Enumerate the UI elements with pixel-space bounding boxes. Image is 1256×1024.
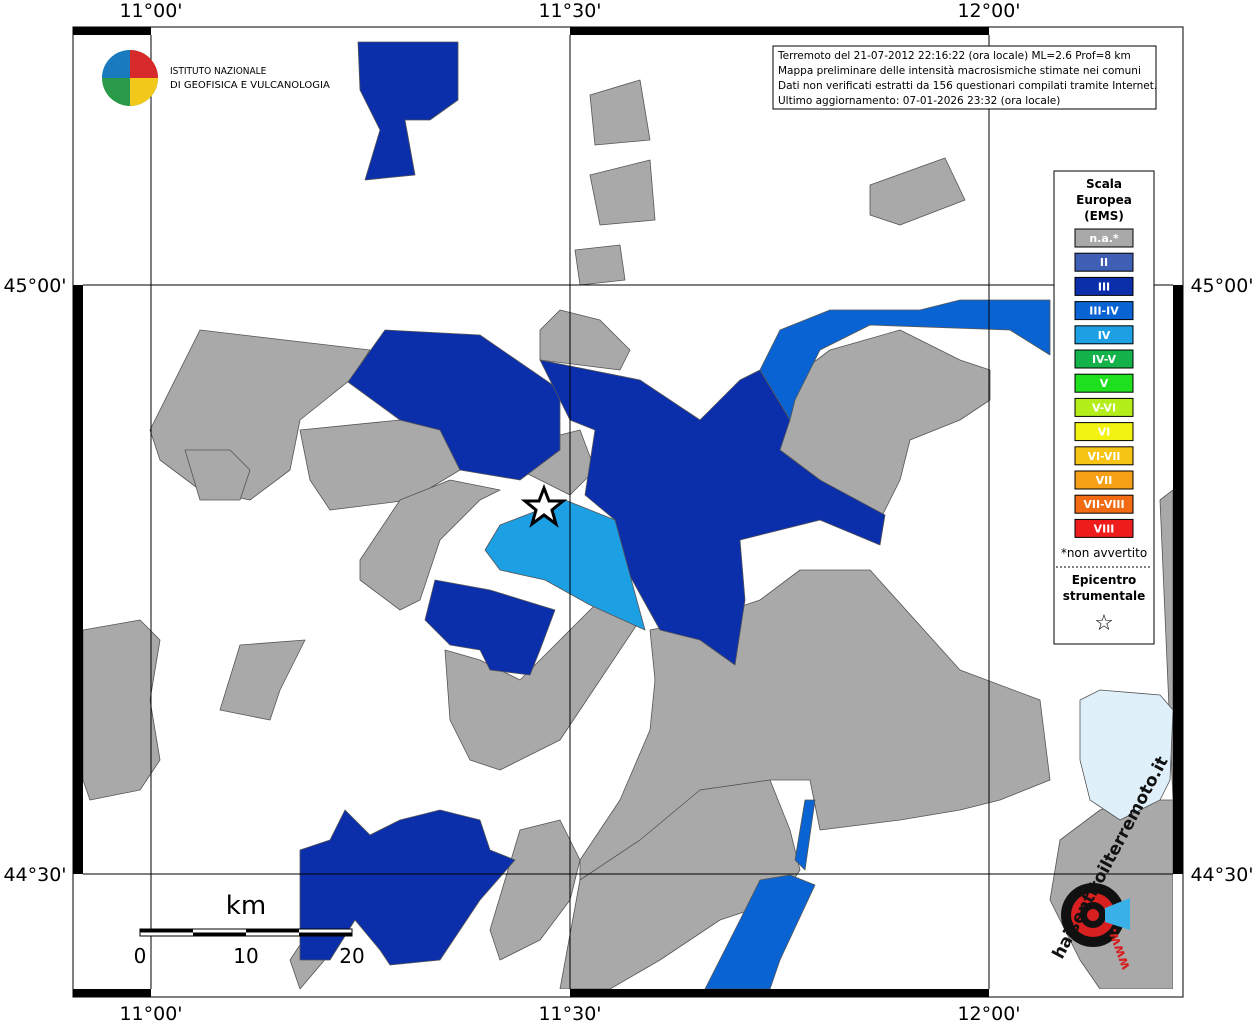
legend-swatch (1074, 518, 1134, 538)
legend-label: IV (1098, 329, 1111, 342)
legend-epicenter: Epicentro (1072, 573, 1137, 587)
lon-label: 12°00' (957, 1003, 1020, 1024)
legend-note: *non avvertito (1061, 546, 1147, 560)
info-line: Dati non verificati estratti da 156 ques… (778, 80, 1157, 92)
legend-swatch (1074, 301, 1134, 321)
logo-text: ISTITUTO NAZIONALE (170, 66, 267, 77)
info-line: Terremoto del 21-07-2012 22:16:22 (ora l… (777, 50, 1131, 62)
legend-label: n.a.* (1089, 232, 1119, 245)
legend-epicenter: strumentale (1063, 589, 1146, 603)
legend-swatch (1074, 373, 1134, 393)
scale-bar: km 0 10 20 (134, 891, 365, 968)
frame-ticks (73, 27, 1183, 997)
legend-swatch (1074, 325, 1134, 345)
legend-label: VIII (1094, 522, 1115, 535)
lon-label: 11°30' (538, 1003, 601, 1024)
legend-label: III-IV (1089, 305, 1119, 318)
lat-label: 45°00' (3, 275, 66, 297)
legend-swatch (1074, 276, 1134, 296)
legend-label: V (1100, 377, 1109, 390)
legend-label: VII-VIII (1083, 498, 1124, 511)
lat-label: 44°30' (1190, 864, 1253, 886)
lon-label: 11°00' (119, 1003, 182, 1024)
legend-label: VI-VII (1087, 450, 1120, 463)
legend-swatch (1074, 228, 1134, 248)
lat-label: 45°00' (1190, 275, 1253, 297)
legend-label: VI (1098, 426, 1111, 439)
info-line: Mappa preliminare delle intensità macros… (778, 65, 1141, 77)
legend-title: (EMS) (1084, 209, 1124, 223)
ingv-logo: ISTITUTO NAZIONALE DI GEOFISICA E VULCAN… (102, 50, 330, 106)
lon-label: 11°00' (119, 0, 182, 22)
legend-label: IV-V (1092, 353, 1117, 366)
scale-label: 20 (339, 944, 364, 968)
lon-label: 11°30' (538, 0, 601, 22)
legend: ScalaEuropea(EMS)n.a.*IIIIIIII-IVIVIV-VV… (1053, 170, 1155, 645)
lon-label: 12°00' (957, 0, 1020, 22)
scale-label: 10 (233, 944, 258, 968)
legend-swatch (1074, 494, 1134, 514)
regions (83, 41, 1173, 989)
info-line: Ultimo aggiornamento: 07-01-2026 23:32 (… (778, 95, 1060, 107)
legend-swatch (1074, 470, 1134, 490)
legend-swatch (1074, 252, 1134, 272)
legend-title: Scala (1086, 177, 1122, 191)
scale-label: 0 (134, 944, 147, 968)
legend-swatch (1074, 397, 1134, 417)
scale-unit: km (226, 891, 266, 921)
legend-epicenter-symbol: ☆ (1094, 611, 1114, 636)
epicenter-star (520, 483, 568, 528)
legend-label: III (1098, 280, 1110, 293)
legend-label: VII (1096, 474, 1113, 487)
axis-labels: 11°00' 11°30' 12°00' 11°00' 11°30' 12°00… (3, 0, 1253, 1024)
logo-text: DI GEOFISICA E VULCANOLOGIA (170, 80, 330, 91)
legend-title: Europea (1076, 193, 1132, 207)
legend-label: V-VI (1092, 401, 1116, 414)
legend-label: II (1100, 256, 1108, 269)
legend-swatch (1074, 446, 1134, 466)
legend-swatch (1074, 422, 1134, 442)
lat-label: 44°30' (3, 864, 66, 886)
legend-swatch (1074, 349, 1134, 369)
info-box: Terremoto del 21-07-2012 22:16:22 (ora l… (772, 45, 1157, 110)
graticule (83, 35, 1173, 989)
